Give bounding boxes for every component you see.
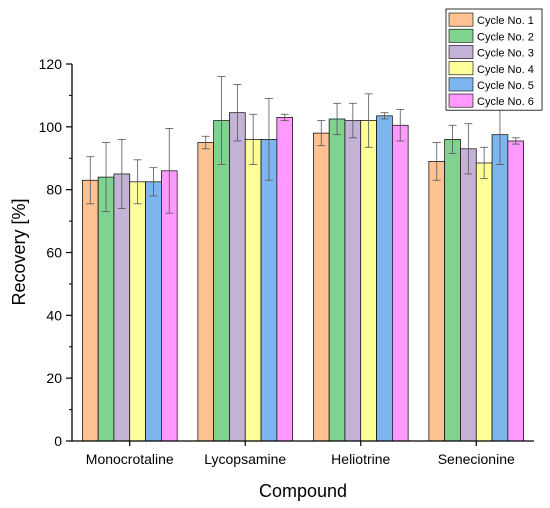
bar-1-4 — [129, 181, 146, 442]
error-bar-4-1 — [432, 142, 441, 181]
legend-label-3: Cycle No. 3 — [477, 48, 534, 60]
bar-1-3 — [113, 173, 131, 442]
bar-3-1 — [313, 132, 330, 442]
bar-2-3 — [229, 112, 246, 442]
y-axis-title: Recovery [%] — [9, 198, 29, 305]
bar-2-1 — [197, 142, 215, 442]
legend-label-4: Cycle No. 4 — [477, 64, 534, 76]
error-bar-3-6 — [396, 109, 405, 142]
error-bar-4-6 — [511, 137, 520, 145]
bar-3-4 — [360, 120, 377, 442]
y-tick-label: 60 — [46, 245, 62, 261]
error-bar-3-2 — [333, 102, 342, 136]
y-tick-label: 0 — [54, 433, 62, 449]
error-bar-1-2 — [102, 142, 111, 213]
y-tick-label: 20 — [46, 370, 62, 386]
x-tick-label: Heliotrine — [331, 451, 390, 467]
error-bar-1-6 — [165, 128, 174, 214]
bar-3-3 — [344, 120, 362, 442]
error-bar-1-5 — [149, 167, 158, 197]
legend-swatch-4 — [448, 61, 474, 76]
error-bar-2-3 — [233, 84, 242, 142]
bar-4-1 — [428, 161, 446, 442]
legend-label-1: Cycle No. 1 — [477, 15, 534, 27]
bar-2-2 — [213, 120, 230, 442]
error-bar-1-1 — [86, 156, 95, 205]
legend-swatch-2 — [448, 28, 474, 43]
bar-1-1 — [81, 179, 99, 442]
bar-2-4 — [244, 139, 262, 442]
bar-3-2 — [328, 118, 346, 442]
y-tick-label: 80 — [46, 182, 62, 198]
bar-3-6 — [392, 124, 409, 442]
bars-layer — [81, 112, 525, 442]
error-bar-1-3 — [117, 138, 126, 209]
bar-2-6 — [276, 117, 294, 442]
bar-4-5 — [491, 134, 509, 442]
legend-swatch-5 — [448, 77, 474, 92]
error-bar-4-4 — [480, 146, 489, 180]
legend-label-5: Cycle No. 5 — [477, 80, 534, 92]
x-tick-label: Monocrotaline — [86, 451, 174, 467]
error-bars-layer — [86, 76, 520, 214]
y-tick-label: 120 — [39, 56, 63, 72]
legend: Cycle No. 1 Cycle No. 2 Cycle No. 3 Cycle N… — [445, 8, 543, 111]
axes-layer: 0 20 40 60 80 100 120 Monocrotaline Lycopsamine H… — [39, 56, 534, 467]
x-tick-label: Lycopsamine — [204, 451, 286, 467]
error-bar-3-3 — [348, 102, 357, 139]
error-bar-3-4 — [364, 93, 373, 148]
error-bar-4-2 — [448, 124, 457, 154]
error-bar-2-1 — [201, 135, 210, 150]
error-bar-2-4 — [249, 113, 258, 165]
legend-swatch-6 — [448, 93, 474, 108]
error-bar-3-1 — [317, 120, 326, 147]
bar-1-2 — [97, 176, 115, 442]
bar-4-3 — [460, 148, 477, 442]
error-bar-1-4 — [133, 159, 142, 205]
legend-swatch-3 — [448, 45, 474, 59]
error-bar-3-5 — [380, 112, 389, 120]
error-bar-2-2 — [217, 76, 226, 165]
y-tick-label: 100 — [39, 119, 63, 135]
bar-3-5 — [376, 115, 393, 442]
y-tick-label: 40 — [46, 307, 62, 323]
bar-2-5 — [260, 139, 278, 442]
error-bar-4-3 — [464, 123, 473, 175]
bar-4-4 — [475, 162, 493, 442]
legend-swatch-1 — [448, 12, 474, 27]
x-tick-label: Senecionine — [438, 451, 515, 467]
x-axis-title: Compound — [259, 481, 347, 501]
error-bar-2-6 — [280, 113, 289, 121]
bar-4-2 — [444, 139, 461, 442]
legend-label-6: Cycle No. 6 — [477, 96, 534, 108]
bar-1-5 — [145, 181, 162, 442]
legend-label-2: Cycle No. 2 — [477, 31, 534, 43]
error-bar-2-5 — [264, 98, 273, 181]
bar-4-6 — [507, 140, 525, 442]
